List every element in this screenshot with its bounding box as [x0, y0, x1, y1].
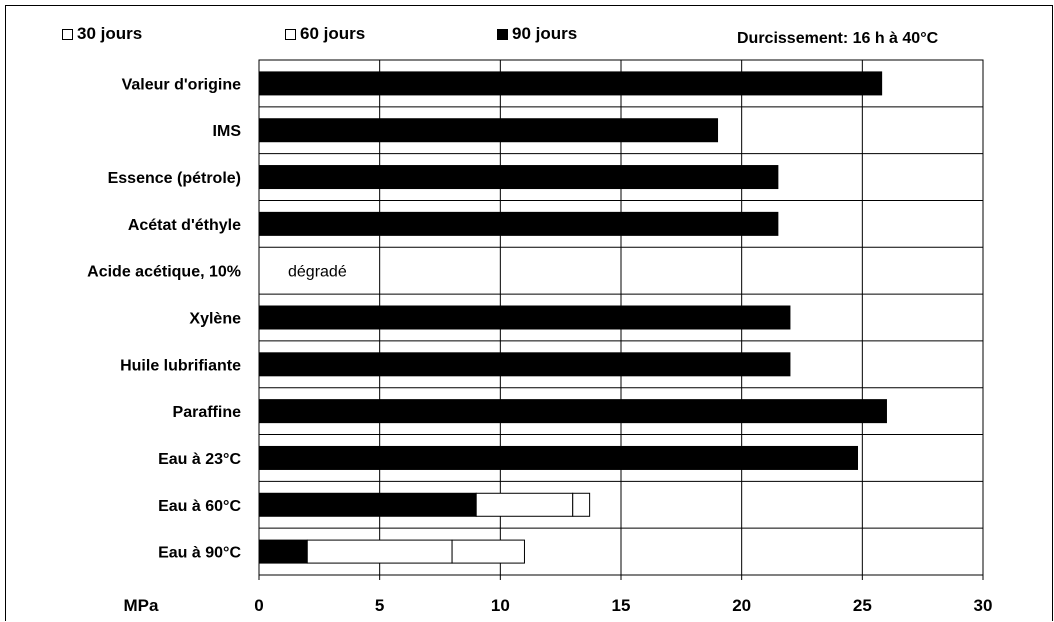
x-axis-label: MPa: [124, 596, 160, 615]
bar-segment: [258, 399, 887, 424]
category-label: Eau à 90°C: [158, 545, 241, 562]
bar-segment: [306, 539, 453, 564]
category-label: Valeur d'origine: [122, 76, 241, 93]
category-label: IMS: [213, 123, 242, 140]
bar-segment: [572, 492, 591, 517]
x-tick-label: 0: [254, 596, 263, 615]
x-tick-label: 30: [974, 596, 993, 615]
category-label: Essence (pétrole): [108, 170, 241, 187]
legend-swatch-60-days: [285, 28, 296, 40]
bar-segment: [258, 352, 791, 377]
x-tick-label: 5: [375, 596, 384, 615]
legend-item-90-days: 90 jours: [497, 24, 577, 44]
legend-label-60-days: 60 jours: [300, 24, 366, 43]
bar-segment: [258, 165, 779, 190]
bar-segment: [258, 305, 791, 330]
category-label: Eau à 60°C: [158, 498, 241, 515]
category-label: Eau à 23°C: [158, 451, 241, 468]
bar-segment: [258, 539, 308, 564]
legend-item-60-days: 60 jours: [285, 24, 365, 44]
legend-item-30-days: 30 jours: [62, 24, 142, 44]
bar-segment: [258, 211, 779, 236]
curing-note: Durcissement: 16 h à 40°C: [737, 30, 939, 47]
x-tick-label: 25: [853, 596, 872, 615]
bar-segment: [258, 445, 859, 470]
bar-segment: [451, 539, 525, 564]
legend-label-30-days: 30 jours: [77, 24, 143, 43]
legend-swatch-90-days: [497, 28, 508, 40]
category-label: Xylène: [189, 311, 241, 328]
bar-segment: [475, 492, 574, 517]
x-tick-label: 15: [612, 596, 631, 615]
category-label: Huile lubrifiante: [120, 357, 241, 374]
chart-frame: [5, 5, 1053, 621]
category-label: Acétat d'éthyle: [128, 217, 241, 234]
x-tick-label: 10: [491, 596, 510, 615]
bar-segment: [258, 118, 719, 143]
bar-segment: [258, 492, 477, 517]
x-tick-label: 20: [732, 596, 751, 615]
category-label: Paraffine: [173, 404, 242, 421]
legend-label-90-days: 90 jours: [512, 24, 578, 43]
legend-swatch-30-days: [62, 28, 73, 40]
degraded-annotation: dégradé: [288, 264, 347, 281]
category-label: Acide acétique, 10%: [87, 264, 241, 281]
bar-segment: [258, 71, 883, 96]
